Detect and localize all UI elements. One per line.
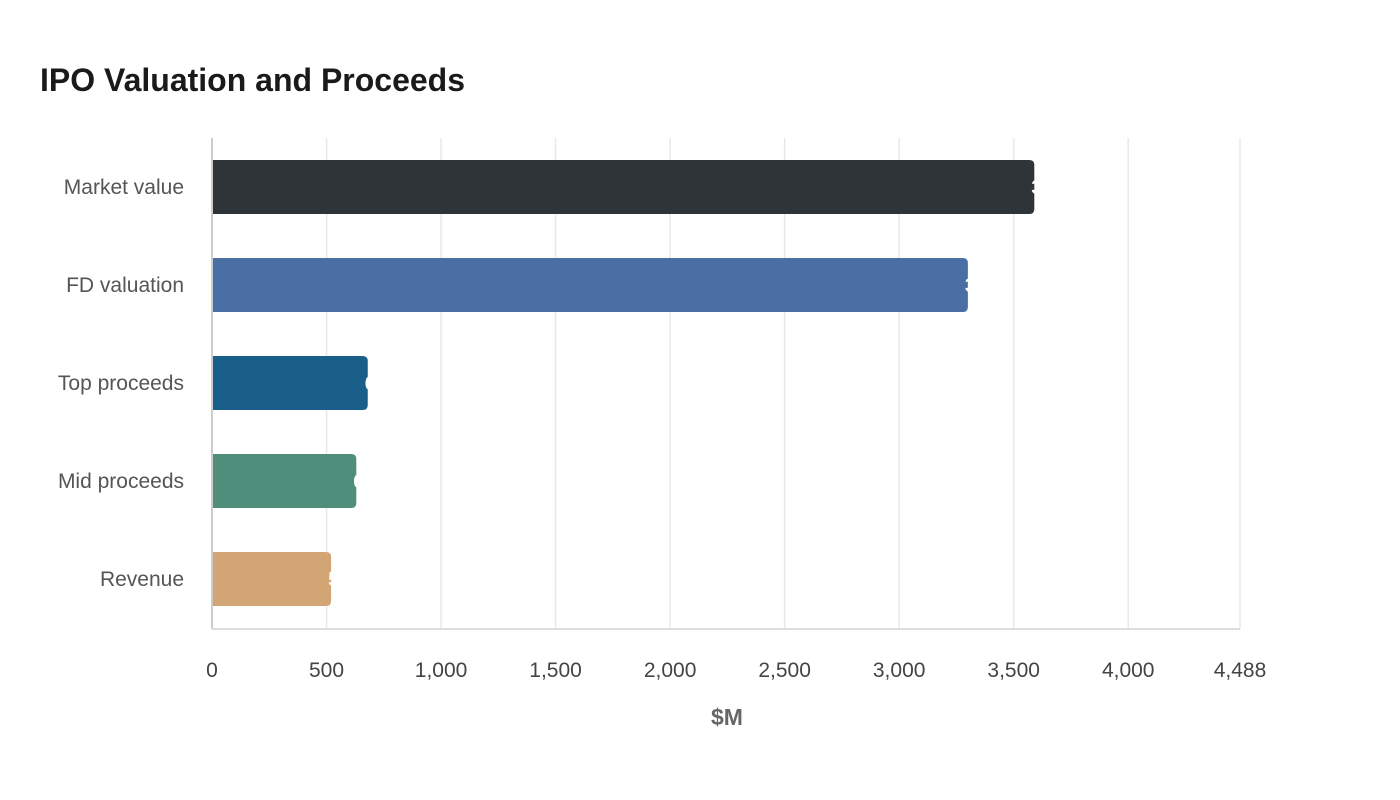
axes: 0 500 1,000 1,500 2,000 2,500 3,000 3,500 4,000 4…: [206, 138, 1266, 682]
x-tick-label: 4,000: [1102, 659, 1155, 682]
x-tick-label: 1,500: [529, 659, 582, 682]
bar-value-label: 520: [328, 569, 361, 591]
x-tick-label: 2,500: [758, 659, 811, 682]
x-tick-label: 4,488: [1214, 659, 1267, 682]
x-tick-label: 2,000: [644, 659, 697, 682]
bar-revenue: [213, 552, 332, 606]
bar-value-label: 3590: [1031, 177, 1076, 199]
bar-value-label: 630: [353, 471, 386, 493]
bar-mid-proceeds: [213, 454, 357, 508]
bar-value-label: 3300: [965, 275, 1010, 297]
grid-lines: [325, 138, 1241, 629]
x-tick-label: 3,000: [873, 659, 926, 682]
bar-fd-valuation: [213, 258, 968, 312]
y-category-label: Market value: [64, 176, 184, 199]
chart-title: IPO Valuation and Proceeds: [40, 62, 466, 98]
y-category-label: FD valuation: [66, 274, 184, 297]
y-category-label: Revenue: [100, 568, 184, 591]
x-tick-label: 1,000: [415, 659, 468, 682]
x-tick-label: 3,500: [987, 659, 1040, 682]
bars: [213, 160, 1035, 606]
bar-value-label: 680: [365, 373, 398, 395]
y-category-label: Mid proceeds: [58, 470, 184, 493]
x-tick-label: 500: [309, 659, 344, 682]
x-tick-label: 0: [206, 659, 218, 682]
bar-top-proceeds: [213, 356, 368, 410]
labels: Market value 3590 FD valuation 3300 Top proc…: [58, 176, 1076, 591]
x-axis-title: $M: [711, 704, 743, 730]
y-category-label: Top proceeds: [58, 372, 184, 395]
bar-market-value: [213, 160, 1035, 214]
